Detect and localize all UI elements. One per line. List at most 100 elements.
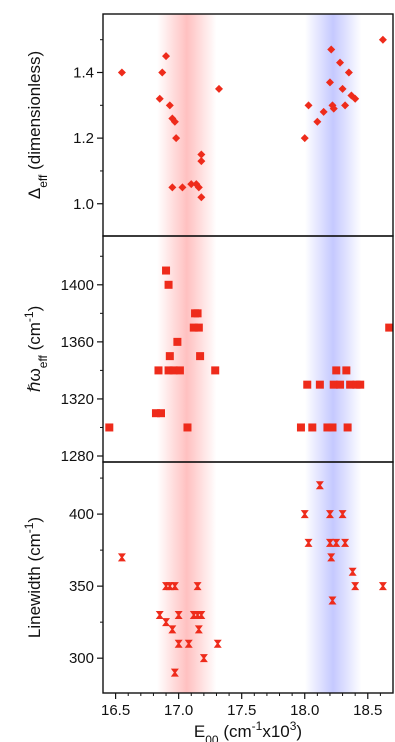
data-point-square <box>346 380 355 389</box>
data-point-diamond <box>158 68 167 77</box>
data-point-square <box>169 366 178 375</box>
y-tick-label: 350 <box>69 578 94 595</box>
y-tick-label: 400 <box>69 506 94 523</box>
data-point-hourglass <box>338 510 347 519</box>
data-point-diamond <box>162 52 171 61</box>
data-point-diamond <box>313 117 322 126</box>
data-point-square <box>336 380 345 389</box>
data-point-square <box>157 409 165 418</box>
data-point-square <box>323 423 332 432</box>
data-point-diamond <box>197 150 206 159</box>
data-point-hourglass <box>325 510 334 519</box>
x-axis-title-unit: (cm <box>219 722 252 741</box>
data-point-diamond <box>338 84 347 93</box>
data-point-square <box>194 323 203 332</box>
x-axis-title-superscript: -1 <box>252 719 263 733</box>
y-axis-title: Δeff (dimensionless) <box>25 51 50 199</box>
y-axis-title-subscript: eff <box>36 174 50 188</box>
data-point-square <box>329 380 338 389</box>
data-point-hourglass <box>174 610 183 619</box>
highlight-bands <box>157 14 362 693</box>
data-point-hourglass <box>170 668 179 677</box>
data-point-hourglass <box>168 625 177 634</box>
panel-frame <box>102 461 394 694</box>
y-axis-title-unit: (cm <box>25 322 44 355</box>
data-point-hourglass <box>170 582 179 591</box>
data-point-diamond <box>165 101 174 110</box>
data-point-diamond <box>187 180 196 189</box>
y-tick-label: 1360 <box>61 334 94 351</box>
data-point-diamond <box>117 68 126 77</box>
data-point-square <box>343 423 352 432</box>
data-point-square <box>183 423 192 432</box>
x-tick-label: 18.5 <box>353 702 382 719</box>
y-axis-title-close: ) <box>25 517 44 523</box>
data-point-hourglass <box>332 538 341 547</box>
data-point-hourglass <box>199 654 208 663</box>
data-point-square <box>189 323 198 332</box>
data-point-diamond <box>170 117 179 126</box>
y-axis-title-superscript: -1 <box>22 522 36 533</box>
data-point-diamond <box>300 134 309 143</box>
x-axis-title-subscript: 00 <box>205 733 219 742</box>
data-point-diamond <box>172 134 181 143</box>
data-point-hourglass <box>325 538 334 547</box>
data-point-square <box>196 352 205 361</box>
x-tick-label: 17.0 <box>164 702 193 719</box>
data-point-diamond <box>194 183 203 192</box>
axis-labels: 1.0 1.2 1.4 Δeff (dimensionless) 1280 1320 136… <box>22 51 382 742</box>
y-tick-label: 1.2 <box>73 130 94 147</box>
data-point-hourglass <box>117 553 126 562</box>
data-point-diamond <box>304 101 313 110</box>
data-point-diamond <box>341 101 350 110</box>
data-point-diamond <box>378 35 387 44</box>
data-point-diamond <box>325 78 334 87</box>
y-tick-label: 1400 <box>61 277 94 294</box>
data-point-diamond <box>319 107 328 116</box>
x-axis-title-main: E <box>194 722 205 741</box>
data-point-diamond <box>344 68 353 77</box>
data-point-diamond <box>327 45 336 54</box>
data-point-square <box>105 423 114 432</box>
data-point-hourglass <box>174 639 183 648</box>
data-point-diamond <box>215 84 223 93</box>
blue-highlight-band <box>304 14 362 693</box>
data-point-square <box>151 409 160 418</box>
data-point-hourglass <box>341 538 350 547</box>
x-axis-title-exponent: 3 <box>290 719 297 733</box>
data-point-square <box>193 309 202 318</box>
y-tick-label: 1320 <box>61 391 94 408</box>
data-point-square <box>173 337 182 346</box>
y-axis-title: ℏωeff (cm-1) <box>22 306 50 393</box>
data-point-hourglass <box>162 618 171 627</box>
y-axis-title-superscript: -1 <box>22 311 36 322</box>
data-point-diamond <box>155 94 164 103</box>
data-point-hourglass <box>213 639 222 648</box>
data-point-hourglass <box>315 481 324 490</box>
data-points <box>105 35 394 677</box>
data-point-hourglass <box>193 582 202 591</box>
data-point-hourglass <box>184 639 193 648</box>
y-axis-title-subscript: eff <box>36 354 50 368</box>
y-axis-title-main: Linewidth (cm <box>25 533 44 638</box>
data-point-square <box>164 280 173 289</box>
data-point-square <box>296 423 305 432</box>
x-tick-label: 17.5 <box>227 702 256 719</box>
x-tick-label: 16.5 <box>101 702 130 719</box>
data-point-square <box>211 366 220 375</box>
data-point-hourglass <box>194 625 203 634</box>
data-point-diamond <box>168 183 177 192</box>
data-point-square <box>303 380 312 389</box>
x-axis-title: E00 (cm-1x103) <box>194 719 302 742</box>
x-axis-title-scale: x10 <box>262 722 289 741</box>
data-point-hourglass <box>328 596 337 605</box>
y-axis-title-close: ) <box>25 306 44 312</box>
y-tick-label: 300 <box>69 650 94 667</box>
data-point-hourglass <box>165 582 174 591</box>
data-point-hourglass <box>304 538 313 547</box>
data-point-diamond <box>336 58 345 67</box>
data-point-square <box>342 366 351 375</box>
x-tick-label: 18.0 <box>290 702 319 719</box>
axes <box>97 13 394 699</box>
